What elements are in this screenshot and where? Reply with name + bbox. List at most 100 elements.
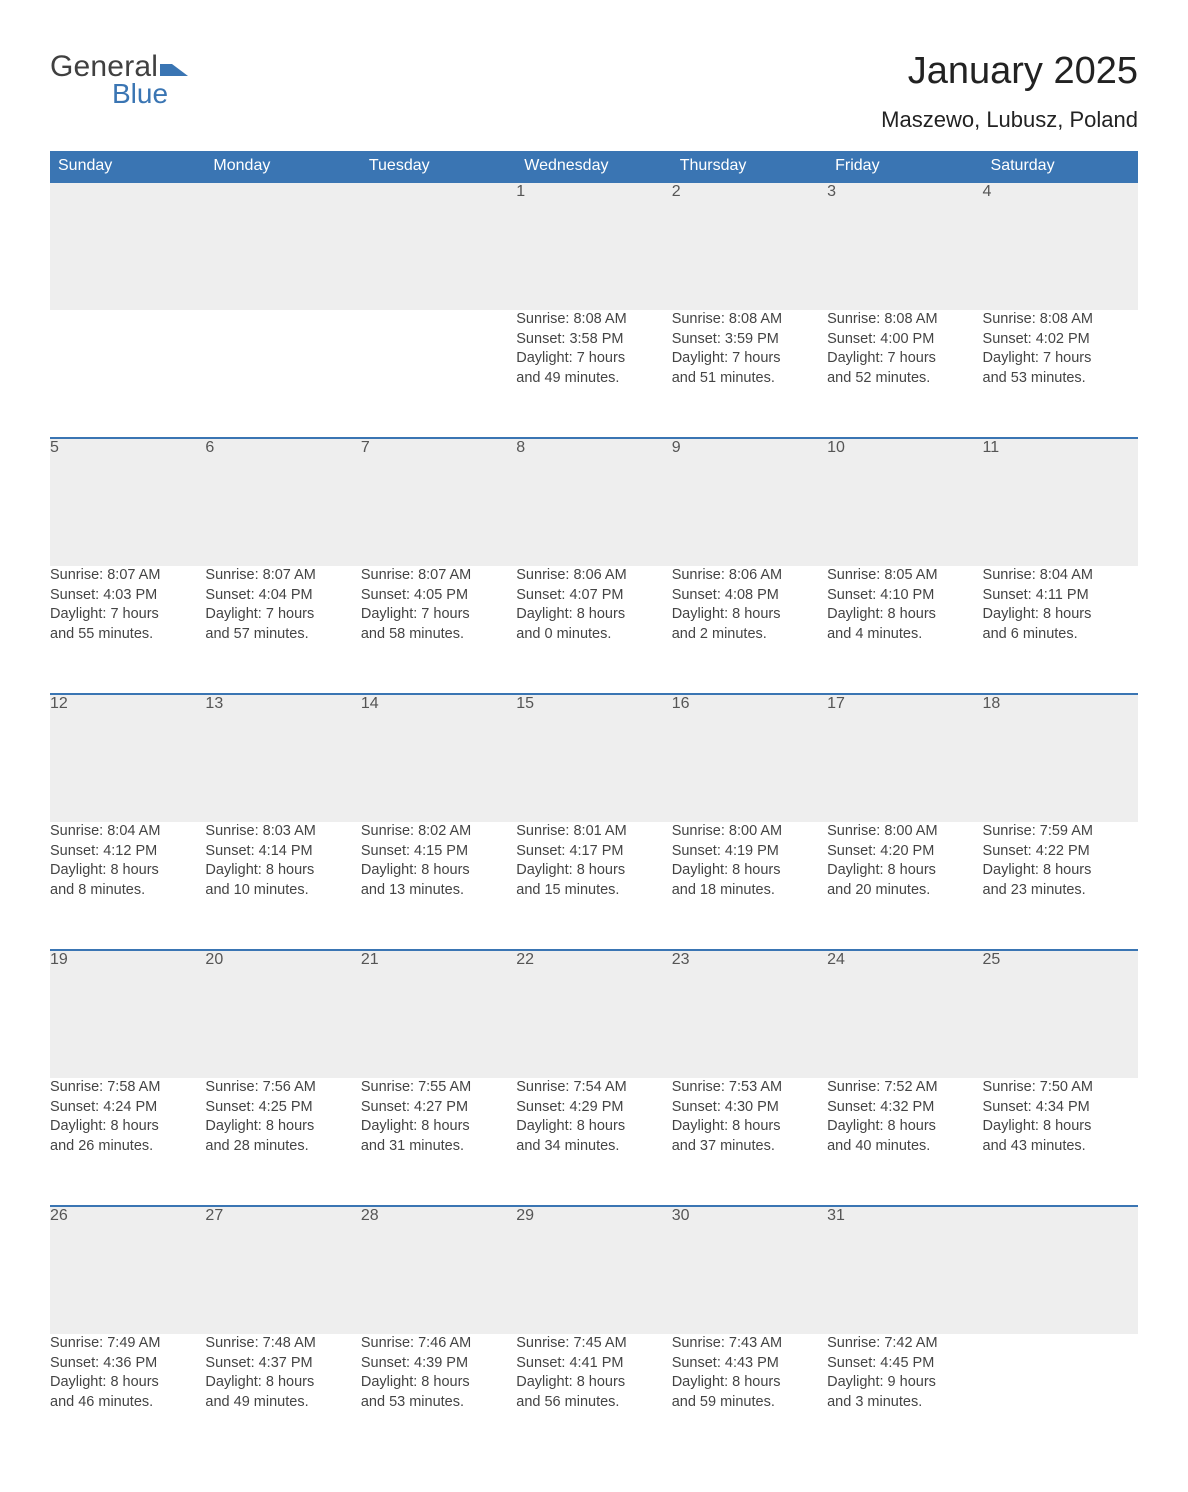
day-number: 22 bbox=[516, 951, 534, 968]
day-d2: and 2 minutes. bbox=[672, 625, 827, 645]
day-d1: Daylight: 9 hours bbox=[827, 1373, 982, 1393]
day-sunset: Sunset: 4:03 PM bbox=[50, 586, 205, 606]
day-body-cell: Sunrise: 7:53 AMSunset: 4:30 PMDaylight:… bbox=[672, 1078, 827, 1206]
day-body-cell: Sunrise: 7:42 AMSunset: 4:45 PMDaylight:… bbox=[827, 1334, 982, 1462]
day-number-cell: 20 bbox=[205, 950, 360, 1078]
day-d1: Daylight: 8 hours bbox=[361, 1373, 516, 1393]
week-number-row: 1234 bbox=[50, 182, 1138, 310]
day-d1: Daylight: 8 hours bbox=[672, 1373, 827, 1393]
day-sunrise: Sunrise: 7:58 AM bbox=[50, 1078, 205, 1098]
day-sunrise: Sunrise: 7:43 AM bbox=[672, 1334, 827, 1354]
day-d2: and 57 minutes. bbox=[205, 625, 360, 645]
day-d1: Daylight: 8 hours bbox=[516, 605, 671, 625]
week-number-row: 12131415161718 bbox=[50, 694, 1138, 822]
week-body-row: Sunrise: 7:58 AMSunset: 4:24 PMDaylight:… bbox=[50, 1078, 1138, 1206]
day-sunset: Sunset: 4:34 PM bbox=[983, 1098, 1138, 1118]
day-number-cell bbox=[983, 1206, 1138, 1334]
day-body-cell: Sunrise: 8:07 AMSunset: 4:04 PMDaylight:… bbox=[205, 566, 360, 694]
day-number-cell: 27 bbox=[205, 1206, 360, 1334]
day-body-cell: Sunrise: 8:08 AMSunset: 3:59 PMDaylight:… bbox=[672, 310, 827, 438]
day-number: 21 bbox=[361, 951, 379, 968]
day-d1: Daylight: 8 hours bbox=[516, 861, 671, 881]
day-sunrise: Sunrise: 8:06 AM bbox=[672, 566, 827, 586]
day-sunset: Sunset: 4:19 PM bbox=[672, 842, 827, 862]
day-number-cell: 15 bbox=[516, 694, 671, 822]
day-header: Monday bbox=[205, 151, 360, 182]
day-d2: and 18 minutes. bbox=[672, 881, 827, 901]
day-d1: Daylight: 8 hours bbox=[827, 1117, 982, 1137]
day-number: 13 bbox=[205, 695, 223, 712]
day-sunset: Sunset: 4:32 PM bbox=[827, 1098, 982, 1118]
day-number: 27 bbox=[205, 1207, 223, 1224]
day-body-cell: Sunrise: 8:04 AMSunset: 4:12 PMDaylight:… bbox=[50, 822, 205, 950]
day-number-cell: 22 bbox=[516, 950, 671, 1078]
day-number: 28 bbox=[361, 1207, 379, 1224]
day-sunset: Sunset: 4:14 PM bbox=[205, 842, 360, 862]
day-sunrise: Sunrise: 8:08 AM bbox=[672, 310, 827, 330]
day-d1: Daylight: 8 hours bbox=[827, 605, 982, 625]
day-number-cell: 8 bbox=[516, 438, 671, 566]
day-sunset: Sunset: 4:27 PM bbox=[361, 1098, 516, 1118]
day-d1: Daylight: 8 hours bbox=[205, 1373, 360, 1393]
day-d1: Daylight: 8 hours bbox=[827, 861, 982, 881]
day-body-cell bbox=[50, 310, 205, 438]
day-number-cell: 16 bbox=[672, 694, 827, 822]
day-d2: and 46 minutes. bbox=[50, 1393, 205, 1413]
day-body-cell: Sunrise: 8:08 AMSunset: 3:58 PMDaylight:… bbox=[516, 310, 671, 438]
day-body-cell: Sunrise: 7:58 AMSunset: 4:24 PMDaylight:… bbox=[50, 1078, 205, 1206]
day-sunrise: Sunrise: 7:50 AM bbox=[983, 1078, 1138, 1098]
week-body-row: Sunrise: 8:04 AMSunset: 4:12 PMDaylight:… bbox=[50, 822, 1138, 950]
header: General Blue January 2025 Maszewo, Lubus… bbox=[50, 50, 1138, 133]
day-sunset: Sunset: 4:20 PM bbox=[827, 842, 982, 862]
day-header: Saturday bbox=[983, 151, 1138, 182]
day-number-cell: 18 bbox=[983, 694, 1138, 822]
day-d2: and 8 minutes. bbox=[50, 881, 205, 901]
day-header: Wednesday bbox=[516, 151, 671, 182]
day-number-cell: 11 bbox=[983, 438, 1138, 566]
day-d2: and 59 minutes. bbox=[672, 1393, 827, 1413]
day-sunrise: Sunrise: 8:00 AM bbox=[672, 822, 827, 842]
day-sunrise: Sunrise: 7:45 AM bbox=[516, 1334, 671, 1354]
day-body-cell: Sunrise: 7:54 AMSunset: 4:29 PMDaylight:… bbox=[516, 1078, 671, 1206]
day-number: 26 bbox=[50, 1207, 68, 1224]
day-number: 15 bbox=[516, 695, 534, 712]
day-number: 3 bbox=[827, 183, 836, 200]
day-body-cell: Sunrise: 7:52 AMSunset: 4:32 PMDaylight:… bbox=[827, 1078, 982, 1206]
day-body-cell: Sunrise: 8:00 AMSunset: 4:19 PMDaylight:… bbox=[672, 822, 827, 950]
day-number: 4 bbox=[983, 183, 992, 200]
day-sunset: Sunset: 4:02 PM bbox=[983, 330, 1138, 350]
day-d2: and 53 minutes. bbox=[361, 1393, 516, 1413]
day-sunset: Sunset: 4:17 PM bbox=[516, 842, 671, 862]
day-d1: Daylight: 8 hours bbox=[516, 1117, 671, 1137]
day-body-cell: Sunrise: 8:08 AMSunset: 4:00 PMDaylight:… bbox=[827, 310, 982, 438]
day-number: 7 bbox=[361, 439, 370, 456]
day-number-cell: 24 bbox=[827, 950, 982, 1078]
day-d1: Daylight: 8 hours bbox=[50, 1117, 205, 1137]
day-body-cell: Sunrise: 7:59 AMSunset: 4:22 PMDaylight:… bbox=[983, 822, 1138, 950]
day-d1: Daylight: 8 hours bbox=[983, 605, 1138, 625]
day-number-cell: 6 bbox=[205, 438, 360, 566]
day-sunrise: Sunrise: 7:53 AM bbox=[672, 1078, 827, 1098]
day-d2: and 6 minutes. bbox=[983, 625, 1138, 645]
day-number: 6 bbox=[205, 439, 214, 456]
day-d1: Daylight: 7 hours bbox=[827, 349, 982, 369]
day-sunset: Sunset: 4:37 PM bbox=[205, 1354, 360, 1374]
day-number-cell bbox=[205, 182, 360, 310]
day-body-cell: Sunrise: 7:50 AMSunset: 4:34 PMDaylight:… bbox=[983, 1078, 1138, 1206]
day-d2: and 13 minutes. bbox=[361, 881, 516, 901]
day-d2: and 15 minutes. bbox=[516, 881, 671, 901]
day-number-cell: 26 bbox=[50, 1206, 205, 1334]
week-number-row: 19202122232425 bbox=[50, 950, 1138, 1078]
day-d1: Daylight: 8 hours bbox=[672, 605, 827, 625]
day-d1: Daylight: 8 hours bbox=[672, 861, 827, 881]
day-body-cell bbox=[205, 310, 360, 438]
day-sunset: Sunset: 4:43 PM bbox=[672, 1354, 827, 1374]
day-sunset: Sunset: 4:41 PM bbox=[516, 1354, 671, 1374]
day-number: 1 bbox=[516, 183, 525, 200]
day-d1: Daylight: 8 hours bbox=[672, 1117, 827, 1137]
day-sunrise: Sunrise: 7:54 AM bbox=[516, 1078, 671, 1098]
day-number-cell: 10 bbox=[827, 438, 982, 566]
day-body-cell: Sunrise: 8:06 AMSunset: 4:07 PMDaylight:… bbox=[516, 566, 671, 694]
day-sunrise: Sunrise: 7:46 AM bbox=[361, 1334, 516, 1354]
day-number: 18 bbox=[983, 695, 1001, 712]
